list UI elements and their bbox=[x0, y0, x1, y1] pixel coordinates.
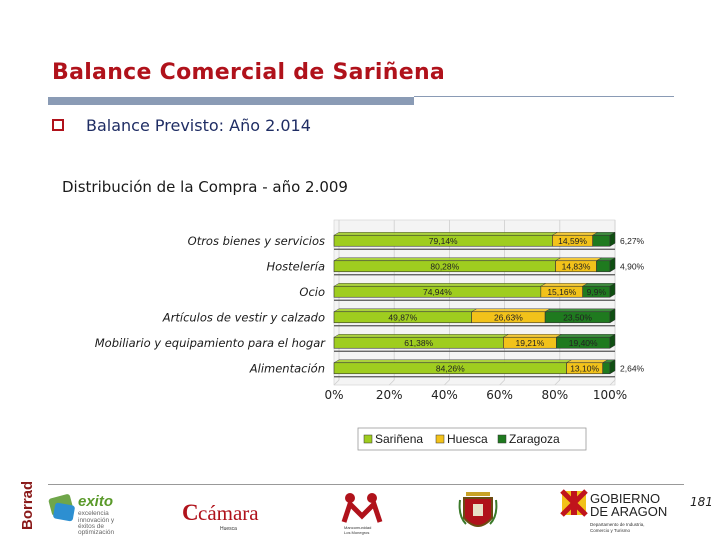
borrador-watermark: Borrador bbox=[19, 482, 36, 530]
svg-text:DE ARAGON: DE ARAGON bbox=[590, 504, 667, 519]
plot-area bbox=[333, 219, 616, 386]
svg-text:excelencia: excelencia bbox=[78, 510, 109, 517]
exito-wordmark: exito bbox=[78, 493, 113, 510]
category-label: Artículos de vestir y calzado bbox=[162, 310, 325, 324]
x-tick-label: 100% bbox=[593, 388, 627, 402]
bar-side bbox=[609, 333, 616, 349]
camara-logo: C cámara Huesca bbox=[180, 494, 280, 534]
bar-segment bbox=[596, 260, 611, 273]
svg-text:GOBIERNO: GOBIERNO bbox=[590, 491, 660, 506]
page-number: 181 bbox=[690, 495, 713, 509]
mancomunidad-logo: Mancomunidad Los Monegros bbox=[340, 490, 384, 536]
data-label: 84,26% bbox=[436, 363, 465, 373]
bar-side bbox=[609, 231, 616, 247]
svg-text:Mancomunidad: Mancomunidad bbox=[344, 525, 371, 530]
borrador-text: Borrador bbox=[19, 482, 36, 530]
legend-entry: Sariñena bbox=[375, 432, 423, 446]
gridline-floor bbox=[554, 379, 561, 386]
data-label: 2,64% bbox=[620, 363, 645, 373]
data-label: 9,9% bbox=[587, 287, 607, 297]
data-label: 6,27% bbox=[620, 236, 645, 246]
svg-text:éxitos de: éxitos de bbox=[78, 523, 104, 530]
svg-text:C: C bbox=[182, 500, 199, 525]
x-tick-label: 40% bbox=[431, 388, 458, 402]
data-label: 79,14% bbox=[429, 236, 458, 246]
bar-side bbox=[609, 308, 616, 324]
svg-text:Huesca: Huesca bbox=[220, 526, 237, 532]
data-label: 80,28% bbox=[430, 261, 459, 271]
x-tick-label: 60% bbox=[486, 388, 513, 402]
data-label: 26,63% bbox=[494, 312, 523, 322]
data-label: 15,16% bbox=[547, 287, 576, 297]
stacked-bar-chart: 0% 20% 40% 60% 80% 100% Otros bienes y servici… bbox=[95, 219, 645, 451]
data-label: 61,38% bbox=[404, 338, 433, 348]
data-label: 74,94% bbox=[423, 287, 452, 297]
bar-side bbox=[609, 282, 616, 298]
bullet-text: Balance Previsto: Año 2.014 bbox=[86, 116, 311, 135]
gridline-floor bbox=[609, 379, 616, 386]
slide-title: Balance Comercial de Sariñena bbox=[52, 60, 446, 85]
camara-wordmark: cámara bbox=[198, 501, 259, 525]
data-label: 49,87% bbox=[388, 312, 417, 322]
gridline-floor bbox=[388, 379, 395, 386]
category-label: Ocio bbox=[299, 285, 325, 299]
gobierno-aragon-logo: GOBIERNO DE ARAGON Departamento de Indus… bbox=[560, 489, 680, 535]
category-label: Hostelería bbox=[267, 259, 326, 273]
svg-text:Comercio y Turismo: Comercio y Turismo bbox=[590, 528, 631, 533]
data-label: 19,21% bbox=[515, 338, 544, 348]
gridline-floor bbox=[333, 379, 340, 386]
legend-swatch bbox=[497, 434, 507, 444]
bar-segment bbox=[592, 234, 611, 247]
title-rule-line bbox=[414, 96, 674, 97]
x-tick-label: 0% bbox=[324, 388, 343, 402]
title-rule-bar bbox=[48, 97, 414, 105]
svg-text:optimización: optimización bbox=[78, 529, 115, 536]
bullet-square-icon bbox=[52, 119, 64, 131]
footer-rule bbox=[48, 484, 684, 485]
data-label: 13,10% bbox=[570, 363, 599, 373]
bar-segment bbox=[602, 362, 611, 375]
legend-swatch bbox=[435, 434, 445, 444]
data-label: 23,50% bbox=[563, 312, 592, 322]
legend-entry: Huesca bbox=[447, 432, 488, 446]
category-label: Alimentación bbox=[249, 361, 325, 375]
coat-of-arms-logo bbox=[458, 486, 498, 536]
data-label: 14,83% bbox=[562, 261, 591, 271]
svg-text:innovación y: innovación y bbox=[78, 517, 115, 524]
category-label: Mobiliario y equipamiento para el hogar bbox=[95, 336, 327, 350]
chart-subtitle: Distribución de la Compra - año 2.009 bbox=[62, 178, 348, 196]
data-label: 14,59% bbox=[558, 236, 587, 246]
gridline-floor bbox=[499, 379, 505, 386]
bar-side bbox=[609, 359, 616, 375]
data-label: 4,90% bbox=[620, 261, 645, 271]
category-label: Otros bienes y servicios bbox=[188, 234, 325, 248]
data-label: 19,40% bbox=[569, 338, 598, 348]
svg-text:Departamento de Industria,: Departamento de Industria, bbox=[590, 522, 645, 527]
x-tick-label: 80% bbox=[541, 388, 568, 402]
legend-box bbox=[357, 427, 587, 451]
bar-side bbox=[609, 257, 616, 273]
legend-swatch bbox=[363, 434, 373, 444]
gridline-floor bbox=[444, 379, 450, 386]
x-tick-label: 20% bbox=[376, 388, 403, 402]
exito-logo: exito excelencia innovación y éxitos de … bbox=[48, 490, 130, 536]
svg-text:Los Monegros: Los Monegros bbox=[344, 530, 369, 535]
legend-entry: Zaragoza bbox=[509, 432, 560, 446]
